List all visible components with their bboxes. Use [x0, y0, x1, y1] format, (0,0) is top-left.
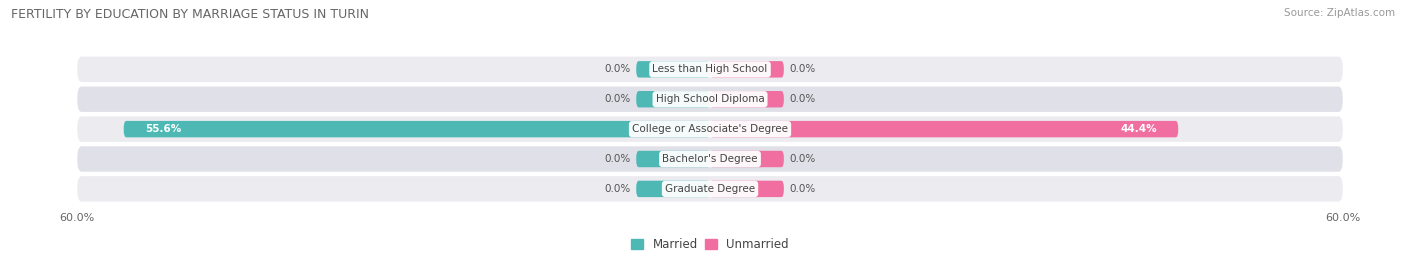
FancyBboxPatch shape [710, 61, 785, 77]
FancyBboxPatch shape [710, 181, 785, 197]
Text: 0.0%: 0.0% [789, 64, 815, 74]
FancyBboxPatch shape [77, 116, 1343, 142]
Legend: Married, Unmarried: Married, Unmarried [627, 233, 793, 256]
FancyBboxPatch shape [637, 151, 710, 167]
Text: 0.0%: 0.0% [789, 154, 815, 164]
FancyBboxPatch shape [124, 121, 710, 137]
FancyBboxPatch shape [77, 146, 1343, 172]
Text: 0.0%: 0.0% [789, 184, 815, 194]
Text: 0.0%: 0.0% [789, 94, 815, 104]
FancyBboxPatch shape [710, 151, 785, 167]
FancyBboxPatch shape [637, 181, 710, 197]
FancyBboxPatch shape [77, 176, 1343, 201]
FancyBboxPatch shape [77, 57, 1343, 82]
Text: High School Diploma: High School Diploma [655, 94, 765, 104]
Text: 0.0%: 0.0% [605, 94, 631, 104]
FancyBboxPatch shape [710, 91, 785, 107]
FancyBboxPatch shape [77, 87, 1343, 112]
FancyBboxPatch shape [710, 121, 1178, 137]
FancyBboxPatch shape [637, 61, 710, 77]
Text: Bachelor's Degree: Bachelor's Degree [662, 154, 758, 164]
Text: Source: ZipAtlas.com: Source: ZipAtlas.com [1284, 8, 1395, 18]
Text: 0.0%: 0.0% [605, 154, 631, 164]
Text: 44.4%: 44.4% [1121, 124, 1157, 134]
Text: 0.0%: 0.0% [605, 64, 631, 74]
Text: FERTILITY BY EDUCATION BY MARRIAGE STATUS IN TURIN: FERTILITY BY EDUCATION BY MARRIAGE STATU… [11, 8, 370, 21]
Text: Graduate Degree: Graduate Degree [665, 184, 755, 194]
Text: Less than High School: Less than High School [652, 64, 768, 74]
Text: 0.0%: 0.0% [605, 184, 631, 194]
Text: 55.6%: 55.6% [145, 124, 181, 134]
FancyBboxPatch shape [637, 91, 710, 107]
Text: College or Associate's Degree: College or Associate's Degree [633, 124, 787, 134]
